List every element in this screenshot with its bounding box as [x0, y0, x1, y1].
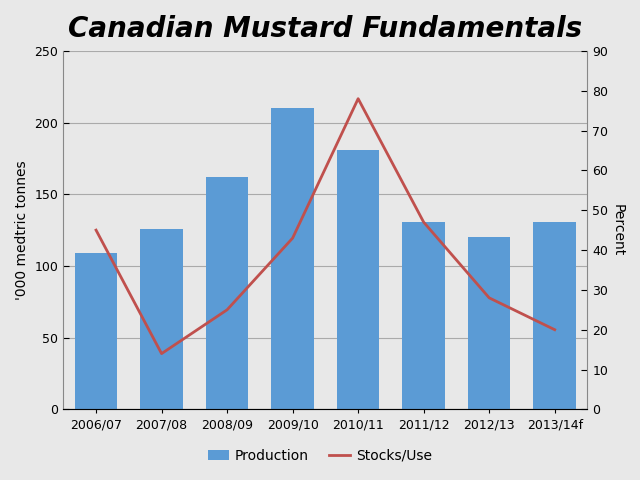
Stocks/Use — [485, 295, 493, 301]
Stocks/Use — [420, 219, 428, 225]
Bar — [337, 150, 380, 409]
Stocks/Use — [551, 327, 559, 333]
Line: Stocks/Use: Stocks/Use — [96, 99, 555, 354]
Bar — [140, 228, 183, 409]
Stocks/Use — [157, 351, 165, 357]
Bar — [206, 177, 248, 409]
Legend: Production, Stocks/Use: Production, Stocks/Use — [203, 443, 437, 468]
Bar — [75, 253, 117, 409]
Stocks/Use — [92, 227, 100, 233]
Y-axis label: Percent: Percent — [611, 204, 625, 256]
Bar — [468, 237, 511, 409]
Stocks/Use — [223, 307, 231, 312]
Bar — [533, 222, 576, 409]
Bar — [403, 222, 445, 409]
Y-axis label: '000 medtric tonnes: '000 medtric tonnes — [15, 160, 29, 300]
Stocks/Use — [289, 235, 296, 241]
Bar — [271, 108, 314, 409]
Stocks/Use — [355, 96, 362, 102]
Title: Canadian Mustard Fundamentals: Canadian Mustard Fundamentals — [68, 15, 582, 43]
